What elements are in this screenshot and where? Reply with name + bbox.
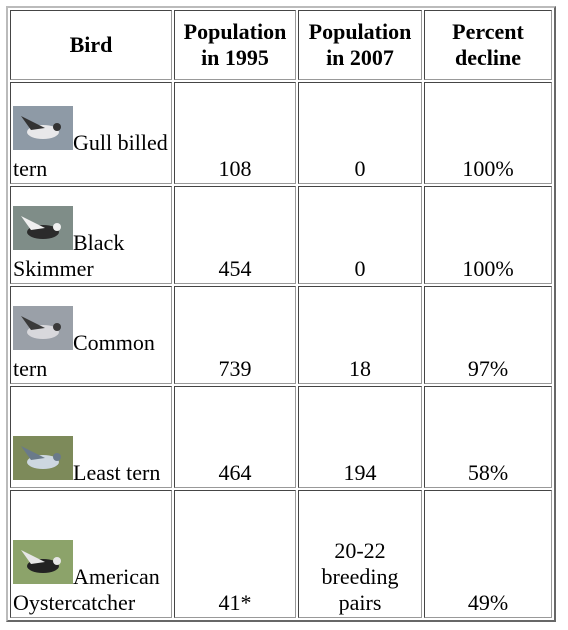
photo-head: [53, 223, 61, 231]
value-cell: 49%: [424, 490, 552, 618]
value-cell: 0: [298, 82, 422, 184]
table-row: Common tern 739 18 97%: [10, 286, 552, 384]
bird-cell: Common tern: [10, 286, 172, 384]
bird-photo: [13, 540, 73, 584]
photo-wing: [21, 446, 45, 460]
header-cell: Population in 1995: [174, 10, 296, 80]
value-cell: 100%: [424, 186, 552, 284]
bird-name: Least tern: [73, 460, 161, 485]
bird-name: Black Skimmer: [13, 230, 125, 281]
bird-table: Bird Population in 1995 Population in 2007…: [6, 6, 556, 622]
value-cell: 97%: [424, 286, 552, 384]
photo-wing: [21, 316, 45, 330]
photo-head: [53, 323, 61, 331]
bird-name: American Oystercatcher: [13, 564, 160, 615]
value-cell: 100%: [424, 82, 552, 184]
bird-photo: [13, 206, 73, 250]
value-cell: 454: [174, 186, 296, 284]
bird-cell: American Oystercatcher: [10, 490, 172, 618]
header-cell: Population in 2007: [298, 10, 422, 80]
photo-head: [53, 557, 61, 565]
value-cell: 58%: [424, 386, 552, 488]
bird-name: Gull billed tern: [13, 130, 168, 181]
bird-name: Common tern: [13, 330, 155, 381]
value-cell: 739: [174, 286, 296, 384]
bird-cell: Gull billed tern: [10, 82, 172, 184]
photo-wing: [21, 216, 45, 230]
photo-wing: [21, 116, 45, 130]
table-row: American Oystercatcher 41* 20-22 breeding …: [10, 490, 552, 618]
value-cell: 20-22 breeding pairs: [298, 490, 422, 618]
bird-photo: [13, 436, 73, 480]
header-cell: Bird: [10, 10, 172, 80]
table-row: Black Skimmer 454 0 100%: [10, 186, 552, 284]
photo-head: [53, 123, 61, 131]
value-cell: 0: [298, 186, 422, 284]
bird-cell: Least tern: [10, 386, 172, 488]
bird-photo: [13, 106, 73, 150]
value-cell: 108: [174, 82, 296, 184]
table-row: Gull billed tern 108 0 100%: [10, 82, 552, 184]
photo-head: [53, 453, 61, 461]
header-cell: Percent decline: [424, 10, 552, 80]
photo-wing: [21, 550, 45, 564]
table-row: Least tern 464 194 58%: [10, 386, 552, 488]
bird-photo: [13, 306, 73, 350]
value-cell: 41*: [174, 490, 296, 618]
value-cell: 464: [174, 386, 296, 488]
value-cell: 194: [298, 386, 422, 488]
header-row: Bird Population in 1995 Population in 2007…: [10, 10, 552, 80]
bird-cell: Black Skimmer: [10, 186, 172, 284]
value-cell: 18: [298, 286, 422, 384]
